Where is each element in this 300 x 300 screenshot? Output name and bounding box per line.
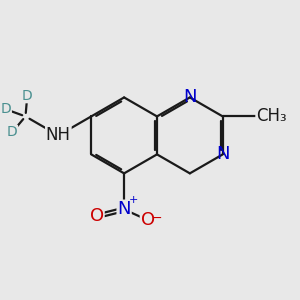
Text: O: O [90,207,104,225]
Text: −: − [152,212,162,225]
Text: N: N [183,88,196,106]
Text: NH: NH [46,126,71,144]
Text: D: D [1,102,11,116]
Text: N: N [216,146,230,164]
Text: N: N [117,200,131,218]
Text: +: + [129,195,138,205]
Text: D: D [22,88,33,103]
Text: D: D [7,125,17,140]
Text: O: O [141,211,155,229]
Text: CH₃: CH₃ [256,107,287,125]
